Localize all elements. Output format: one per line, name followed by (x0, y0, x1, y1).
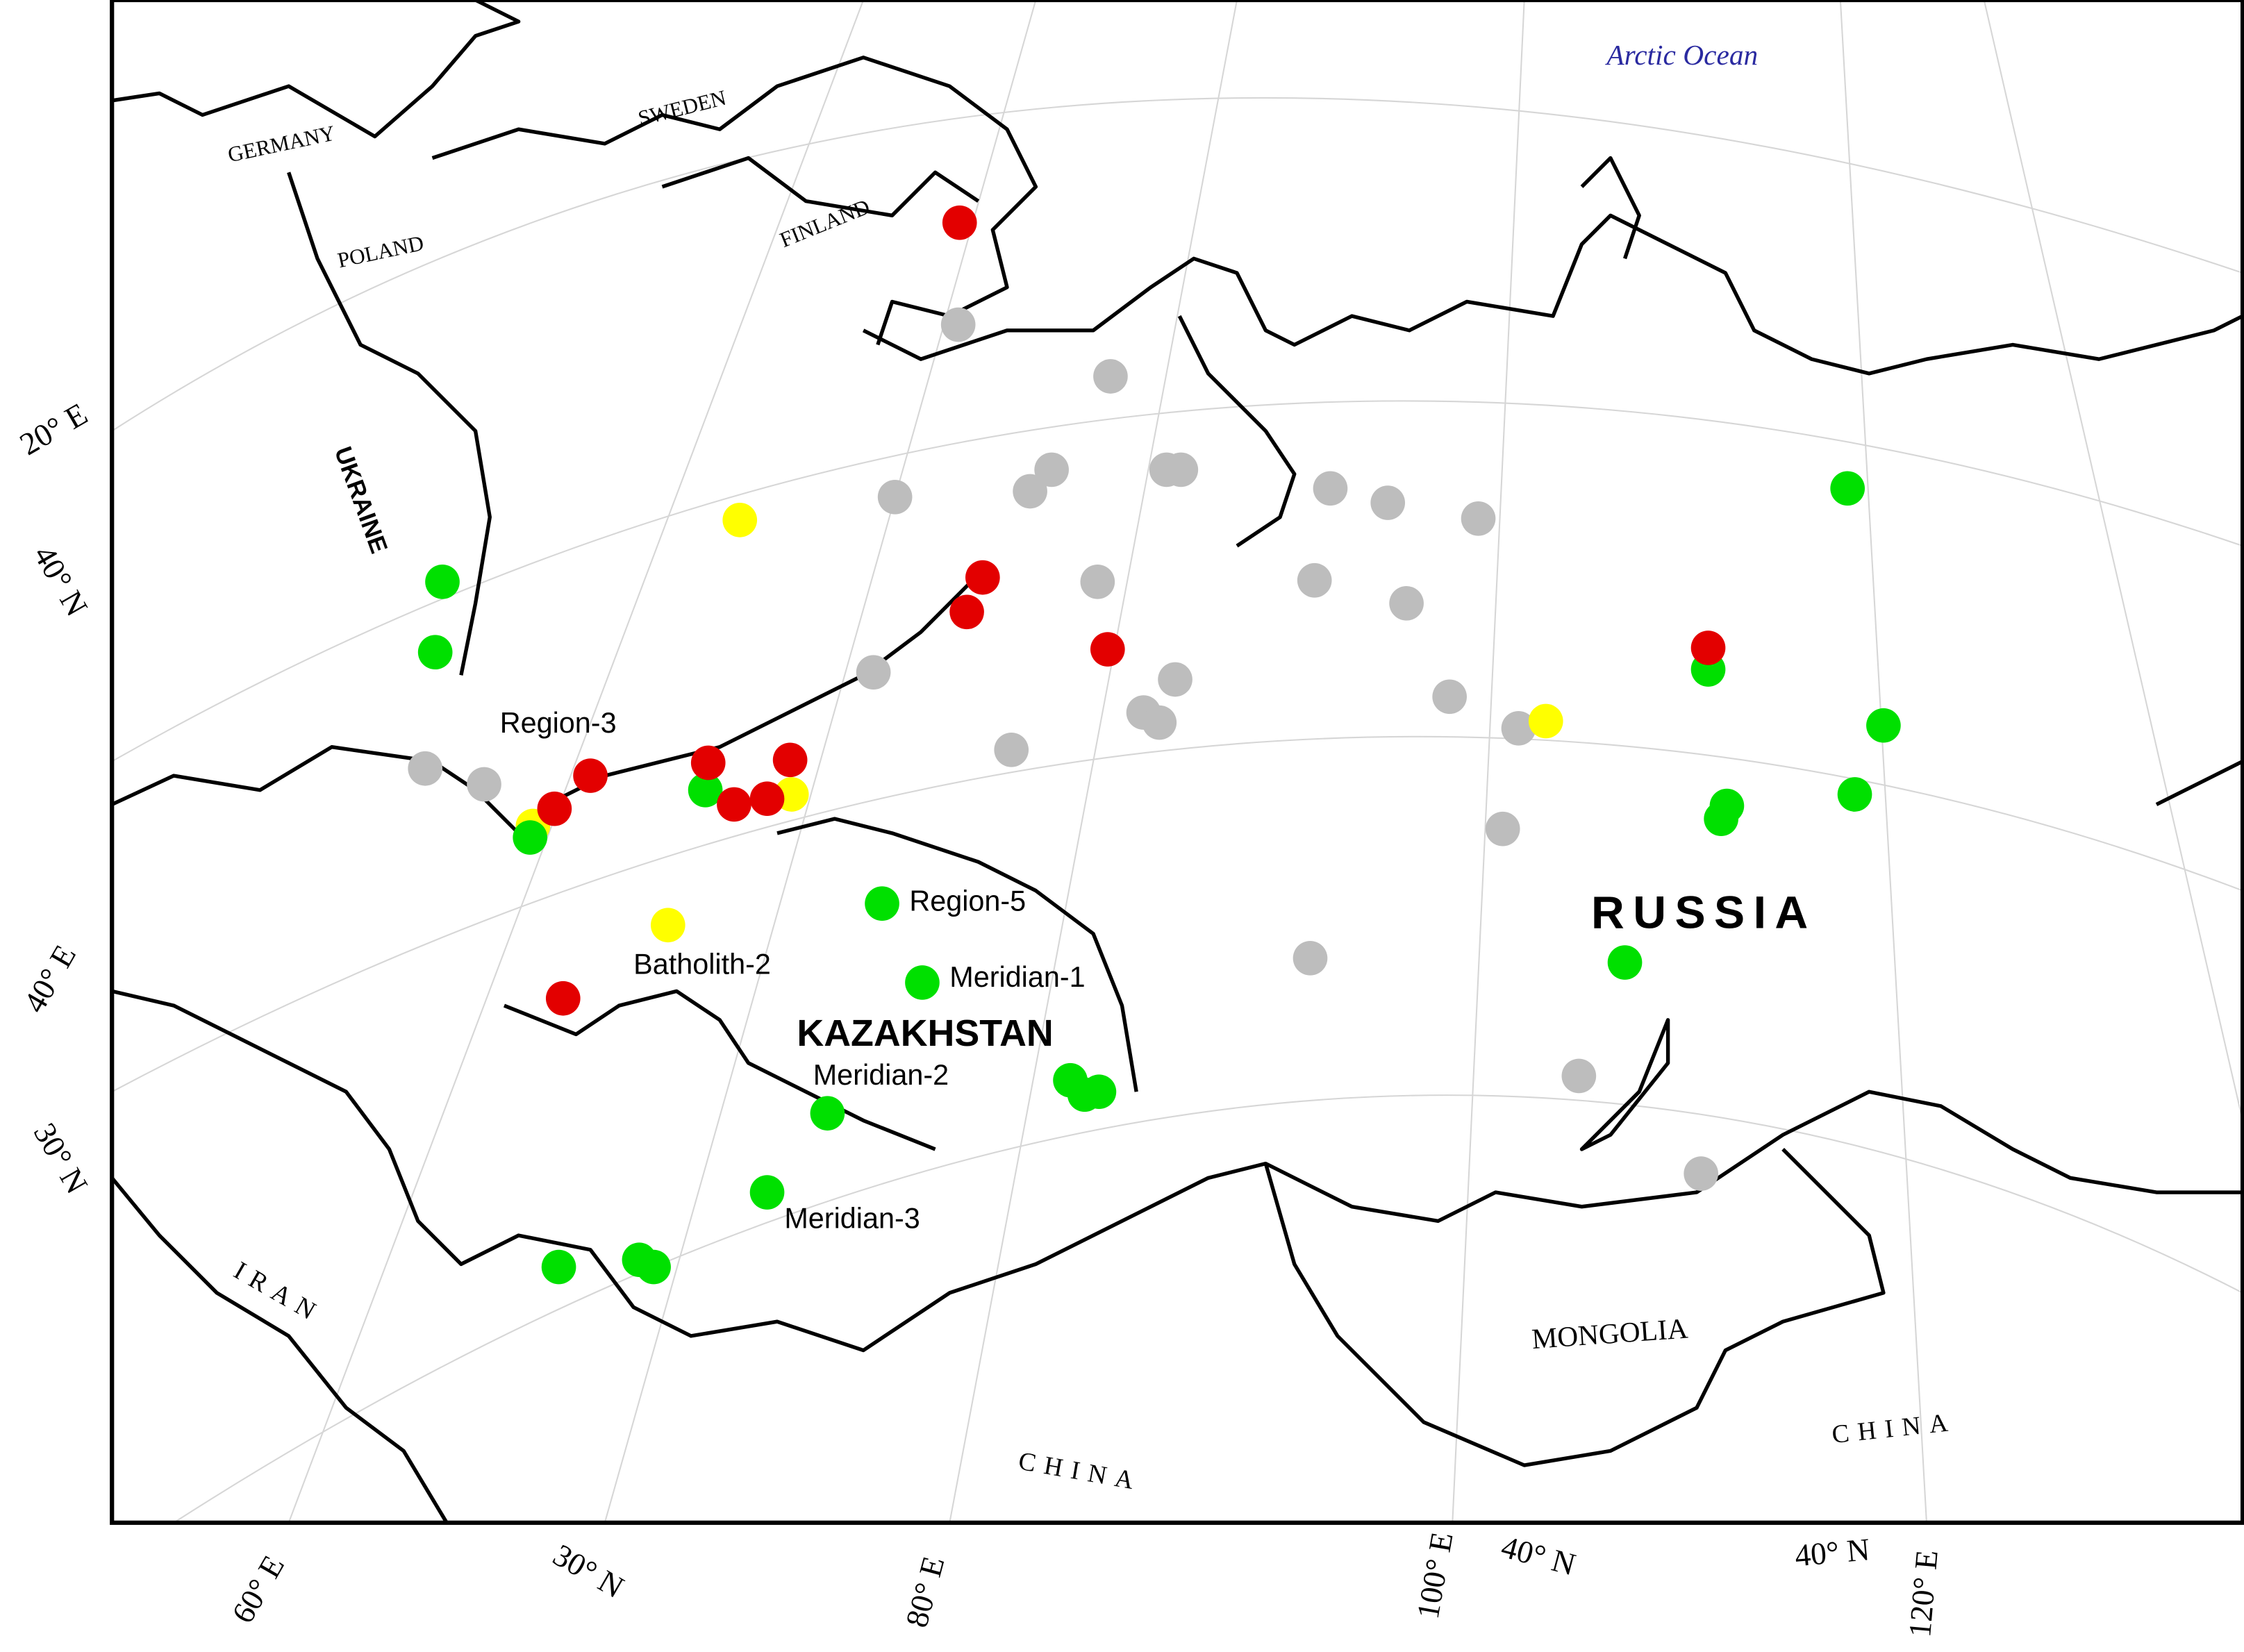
site-label: Meridian-2 (813, 1059, 949, 1091)
country-label: KAZAKHSTAN (797, 1012, 1053, 1054)
site-marker (1090, 632, 1125, 667)
site-marker (722, 503, 758, 537)
site-marker (636, 1249, 671, 1285)
site-marker (573, 758, 608, 793)
site-label: Batholith-2 (633, 949, 771, 981)
site-marker (513, 820, 548, 855)
site-label: Meridian-1 (949, 961, 1085, 993)
site-label: Region-5 (909, 885, 1026, 917)
site-marker (1837, 777, 1872, 812)
site-marker (545, 981, 581, 1016)
site-marker (772, 742, 808, 778)
site-marker (1432, 679, 1467, 715)
site-marker (1690, 631, 1726, 665)
country-label: RUSSIA (1591, 887, 1817, 938)
site-marker (1158, 662, 1192, 697)
ocean-label: Arctic Ocean (1604, 39, 1758, 71)
site-marker (1561, 1058, 1597, 1094)
site-marker (865, 886, 899, 921)
site-marker (1866, 708, 1901, 743)
site-marker (1034, 452, 1069, 487)
site-marker (1313, 471, 1348, 506)
site-marker (1830, 471, 1865, 506)
site-marker (1081, 1074, 1117, 1110)
site-marker (1389, 586, 1424, 621)
site-marker (688, 772, 723, 808)
graticule (111, 0, 2244, 1524)
site-marker (408, 751, 443, 786)
site-marker (749, 1175, 785, 1210)
site-marker (1684, 1156, 1719, 1191)
site-marker (856, 655, 891, 690)
site-marker (690, 745, 726, 781)
site-marker (1501, 711, 1536, 746)
site-marker (1013, 474, 1047, 509)
site-marker (877, 479, 913, 515)
site-marker (1528, 703, 1563, 739)
graticule-label: 40° N (1793, 1531, 1871, 1573)
site-marker (537, 791, 572, 826)
site-marker (1607, 945, 1643, 980)
graticule-label: 120° E (1902, 1549, 1945, 1639)
site-marker (541, 1249, 576, 1285)
site-marker (1093, 359, 1128, 394)
site-marker (417, 635, 453, 670)
site-marker (425, 564, 460, 599)
site-marker (1297, 562, 1332, 598)
site-marker (1370, 485, 1406, 520)
site-marker (1080, 564, 1115, 599)
site-label: Region-3 (500, 707, 617, 739)
site-marker (905, 965, 940, 1000)
site-marker (1142, 705, 1177, 740)
site-marker (1163, 452, 1199, 487)
site-marker (749, 781, 785, 817)
site-marker (717, 787, 751, 822)
site-marker (1704, 801, 1738, 836)
site-marker (940, 307, 976, 342)
site-label: Meridian-3 (784, 1203, 920, 1235)
site-marker (650, 908, 685, 943)
sites (408, 205, 1901, 1285)
site-marker (942, 205, 977, 240)
site-marker (994, 733, 1029, 767)
site-marker (467, 767, 501, 802)
site-marker (1293, 940, 1328, 976)
site-marker (965, 560, 1000, 595)
site-marker (1461, 501, 1496, 536)
site-marker (949, 594, 984, 630)
site-marker (1485, 811, 1520, 846)
site-marker (810, 1096, 845, 1131)
